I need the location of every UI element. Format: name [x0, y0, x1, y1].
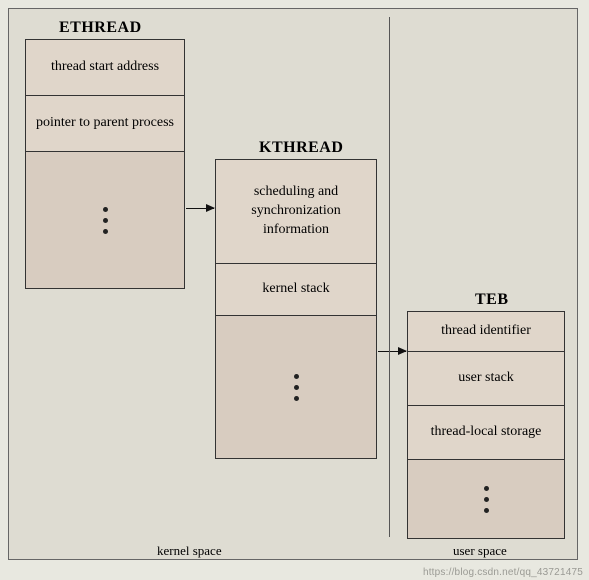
teb-cell: thread identifier — [408, 312, 564, 352]
teb-cell: user stack — [408, 352, 564, 406]
kernel-user-divider — [389, 17, 390, 537]
ethread-cell: thread start address — [26, 40, 184, 96]
arrow-icon — [186, 208, 214, 209]
diagram-frame: ETHREAD KTHREAD TEB thread start address… — [8, 8, 578, 560]
ellipsis-icon — [216, 316, 376, 458]
user-space-label: user space — [453, 543, 507, 559]
kthread-struct: scheduling and synchronization informati… — [215, 159, 377, 459]
kernel-space-label: kernel space — [157, 543, 222, 559]
teb-struct: thread identifier user stack thread-loca… — [407, 311, 565, 539]
arrow-icon — [378, 351, 406, 352]
ethread-heading: ETHREAD — [59, 19, 142, 37]
ethread-cell: pointer to parent process — [26, 96, 184, 152]
teb-cell: thread-local storage — [408, 406, 564, 460]
kthread-cell: scheduling and synchronization informati… — [216, 160, 376, 264]
watermark-text: https://blog.csdn.net/qq_43721475 — [423, 567, 583, 578]
ellipsis-icon — [26, 152, 184, 288]
ethread-struct: thread start address pointer to parent p… — [25, 39, 185, 289]
ellipsis-icon — [408, 460, 564, 538]
teb-heading: TEB — [475, 291, 509, 309]
kthread-heading: KTHREAD — [259, 139, 343, 157]
kthread-cell: kernel stack — [216, 264, 376, 316]
